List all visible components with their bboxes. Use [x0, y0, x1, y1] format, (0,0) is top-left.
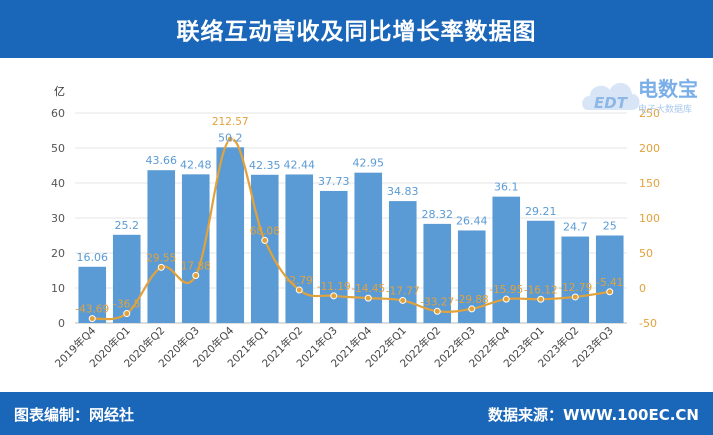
bar — [147, 170, 176, 323]
bar-value-label: 42.48 — [180, 158, 212, 171]
bar — [216, 147, 245, 323]
y-tick-label: 10 — [51, 282, 65, 295]
bar-value-label: 24.7 — [563, 221, 588, 234]
cloud-icon — [582, 82, 640, 110]
y2-tick-label: 250 — [639, 107, 660, 120]
y-tick-label: 40 — [51, 177, 65, 190]
line-value-label: -5.41 — [596, 277, 623, 289]
line-value-label: -14.45 — [351, 283, 385, 295]
growth-point — [364, 294, 372, 302]
bar-value-label: 43.66 — [146, 154, 178, 167]
growth-point — [433, 307, 441, 315]
footer-compiler: 图表编制：网经社 — [14, 406, 135, 424]
bar — [285, 174, 314, 323]
bar — [561, 236, 590, 323]
line-value-label: -11.19 — [317, 281, 351, 293]
line-value-label: 212.57 — [212, 116, 249, 128]
header-bar: 联络互动营收及同比增长率数据图 — [0, 0, 713, 58]
bar — [423, 223, 452, 323]
bar — [78, 266, 107, 323]
growth-point — [537, 295, 545, 303]
line-value-label: -16.12 — [524, 284, 558, 296]
footer-bar: 图表编制：网经社 数据来源：WWW.100EC.CN — [0, 392, 713, 435]
logo-sub: 电子大数据库 — [638, 103, 692, 115]
growth-point — [261, 236, 269, 244]
line-value-label: 29.55 — [146, 252, 176, 264]
growth-point — [295, 286, 303, 294]
bar-value-label: 29.21 — [525, 205, 557, 218]
y2-tick-label: 150 — [639, 177, 660, 190]
bar — [595, 235, 624, 323]
y-tick-label: 30 — [51, 212, 65, 225]
bar — [250, 174, 279, 323]
line-value-label: -43.69 — [75, 304, 109, 316]
growth-point — [192, 271, 200, 279]
bar — [492, 196, 521, 323]
line-value-label: -29.88 — [455, 294, 489, 306]
bar-value-label: 36.1 — [494, 181, 519, 194]
bar-value-label: 25.2 — [115, 219, 140, 232]
growth-point — [502, 295, 510, 303]
bar-value-label: 42.35 — [249, 159, 281, 172]
line-value-label: -12.79 — [558, 282, 592, 294]
bar-value-label: 28.32 — [422, 208, 454, 221]
growth-point — [123, 310, 131, 318]
bar-value-label: 34.83 — [387, 185, 419, 198]
growth-point — [399, 296, 407, 304]
chart-title: 联络互动营收及同比增长率数据图 — [176, 19, 537, 45]
y-tick-label: 20 — [51, 247, 65, 260]
growth-point — [157, 263, 165, 271]
bar — [181, 174, 210, 323]
y2-tick-label: 100 — [639, 212, 660, 225]
y2-tick-label: 200 — [639, 142, 660, 155]
logo-mark: EDT — [594, 94, 629, 112]
line-value-label: 68.08 — [250, 225, 280, 237]
line-value-label: -33.27 — [420, 296, 454, 308]
line-value-label: -2.79 — [286, 275, 313, 287]
bar-value-label: 25 — [603, 220, 617, 233]
bar-value-label: 26.44 — [456, 214, 488, 227]
growth-point — [468, 305, 476, 313]
footer-source: 数据来源：WWW.100EC.CN — [488, 406, 699, 424]
bar-value-label: 42.44 — [284, 158, 316, 171]
growth-point — [606, 288, 614, 296]
y2-tick-label: 50 — [639, 247, 653, 260]
bar-value-label: 37.73 — [318, 175, 350, 188]
line-value-label: -36.5 — [113, 299, 140, 311]
line-value-label: 17.88 — [181, 260, 211, 272]
bar-value-label: 42.95 — [353, 157, 385, 170]
combo-chart: 0102030405060-50050100150200250亿2019年Q42… — [51, 85, 660, 370]
bar-value-label: 50.2 — [218, 131, 243, 144]
bar — [388, 201, 417, 323]
growth-point — [330, 292, 338, 300]
bar — [319, 190, 348, 323]
y2-tick-label: -50 — [639, 317, 657, 330]
brand-logo: EDT 电数宝 电子大数据库 — [582, 77, 698, 115]
bar-value-label: 16.06 — [77, 251, 109, 264]
line-value-label: -15.95 — [489, 284, 523, 296]
y-tick-label: 50 — [51, 142, 65, 155]
growth-point — [571, 293, 579, 301]
y-tick-label: 0 — [58, 317, 65, 330]
growth-point — [88, 315, 96, 323]
logo-brand: 电数宝 — [638, 77, 698, 101]
line-value-label: -17.77 — [386, 285, 420, 297]
y2-tick-label: 0 — [639, 282, 646, 295]
bar — [112, 234, 141, 323]
bar — [526, 220, 555, 323]
y-tick-label: 60 — [51, 107, 65, 120]
growth-point — [226, 135, 234, 143]
y-axis-label: 亿 — [54, 85, 65, 98]
